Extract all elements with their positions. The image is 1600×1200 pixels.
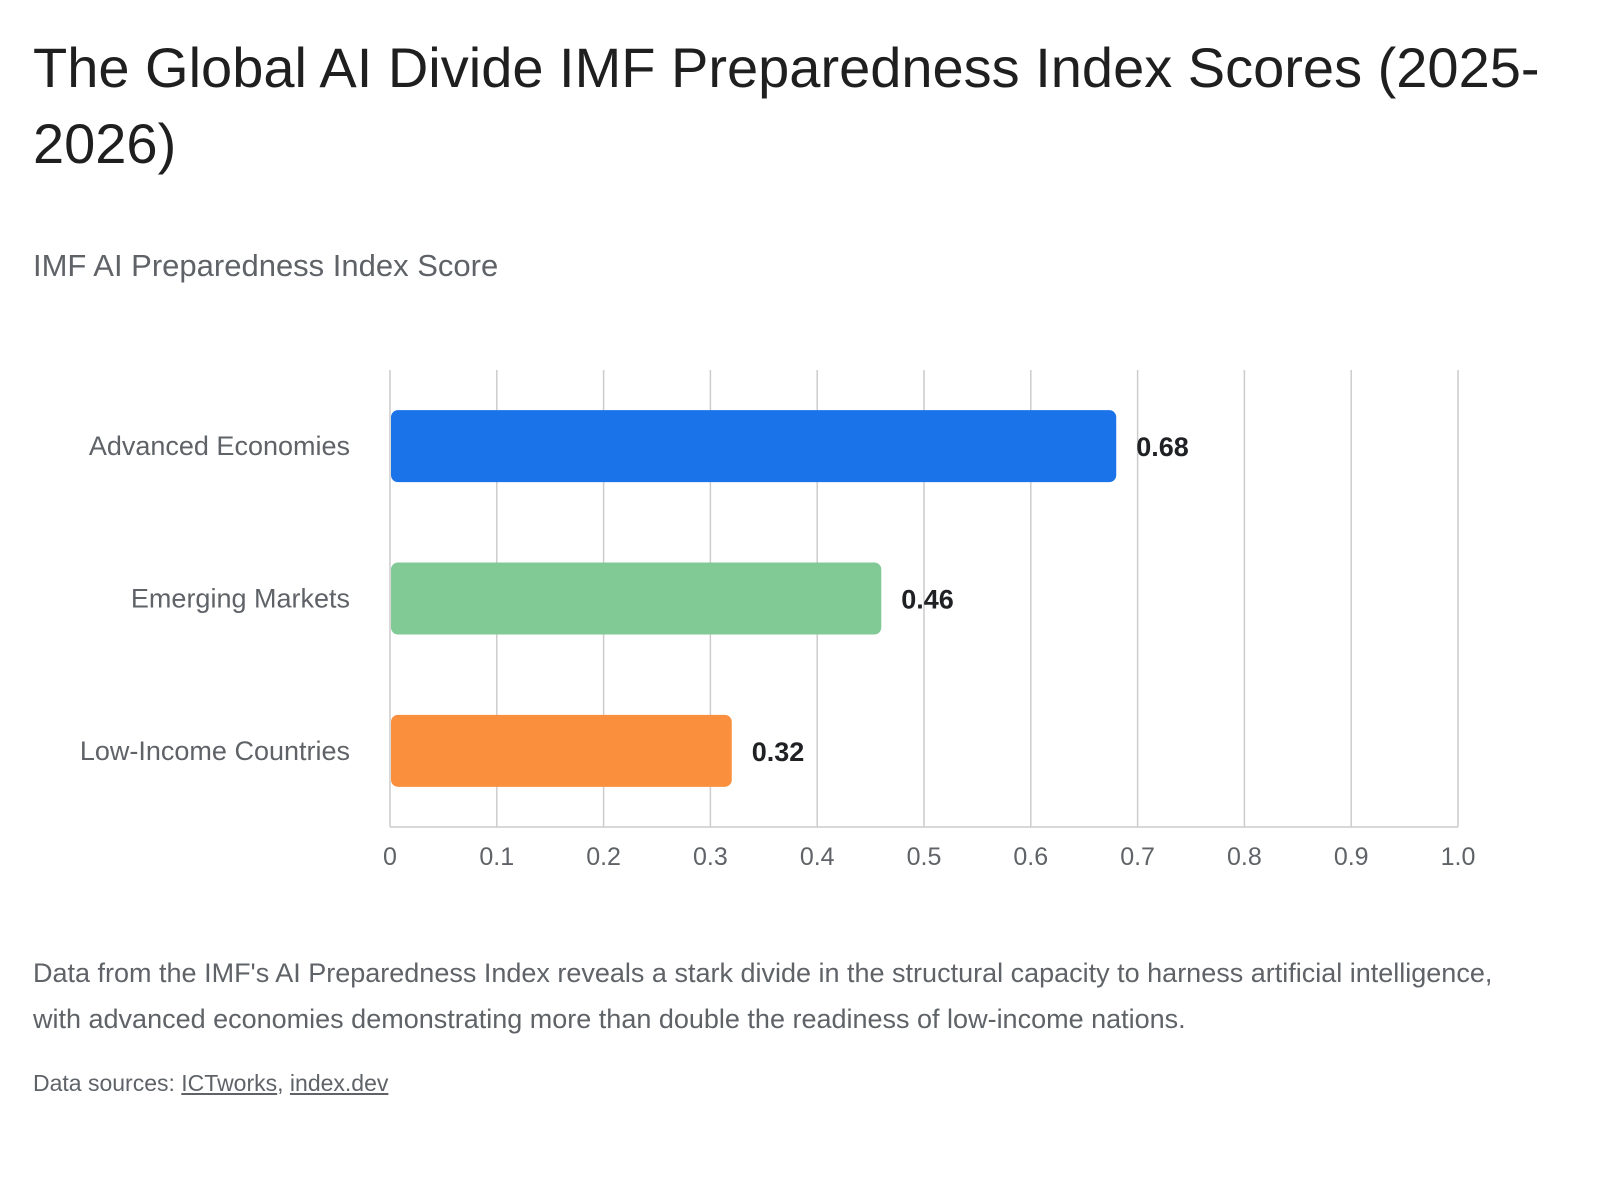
data-label: 0.32 [752, 737, 805, 767]
chart-description: Data from the IMF's AI Preparedness Inde… [33, 958, 1493, 1034]
bars [391, 410, 1117, 787]
data-sources: Data sources: ICTworks, index.dev [33, 1070, 389, 1096]
x-tick-label: 0.2 [586, 843, 621, 870]
x-tick-label: 0.6 [1013, 843, 1048, 870]
data-label: 0.68 [1136, 432, 1189, 462]
x-tick-label: 0.1 [479, 843, 514, 870]
source-link-ictworks[interactable]: ICTworks [181, 1070, 278, 1096]
data-label: 0.46 [901, 585, 954, 615]
x-tick-label: 0.5 [907, 843, 942, 870]
sources-label: Data sources: [33, 1070, 175, 1096]
bar-2 [391, 562, 882, 635]
x-tick-label: 0.7 [1120, 843, 1155, 870]
labels: 0 0.1 0.2 0.3 0.4 0.5 0.6 0.7 0.8 0.9 1.0 Advanced … [80, 431, 1476, 870]
source-link-index-dev[interactable]: index.dev [289, 1070, 389, 1096]
category-label: Emerging Markets [131, 584, 350, 614]
page-title: The Global AI Divide IMF Preparedness In… [33, 36, 1540, 175]
category-label: Advanced Economies [89, 431, 350, 461]
x-tick-label: 0.9 [1334, 843, 1369, 870]
x-tick-label: 1.0 [1441, 843, 1476, 870]
bar-1 [391, 410, 1117, 483]
chart-subtitle: IMF AI Preparedness Index Score [33, 248, 499, 283]
category-label: Low-Income Countries [80, 736, 350, 766]
x-tick-label: 0 [383, 843, 397, 870]
x-tick-label: 0.4 [800, 843, 835, 870]
x-tick-label: 0.3 [693, 843, 728, 870]
bar-chart: 0 0.1 0.2 0.3 0.4 0.5 0.6 0.7 0.8 0.9 1.0 Advanced … [80, 370, 1476, 870]
x-tick-label: 0.8 [1227, 843, 1262, 870]
bar-3 [391, 714, 732, 787]
